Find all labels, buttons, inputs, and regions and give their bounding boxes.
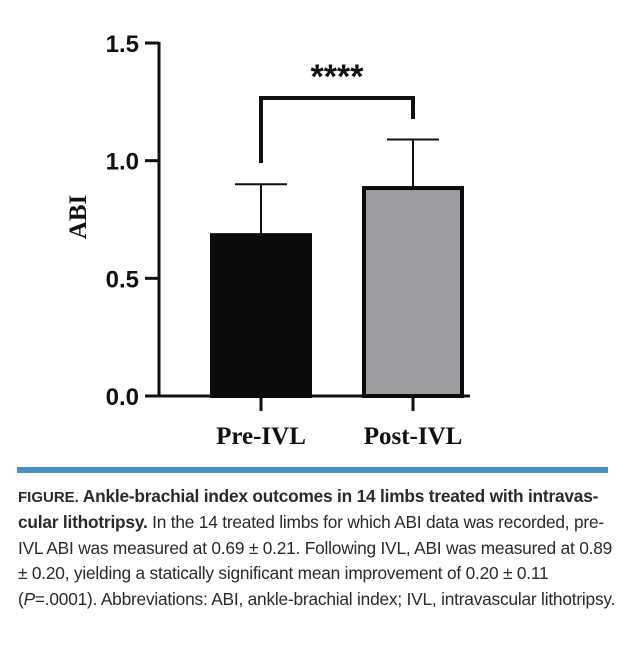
y-tick-label: 1.0 [106, 149, 139, 176]
figure-caption: FIGURE. Ankle-brachial index outcomes in… [18, 484, 618, 612]
axes: 0.0 0.5 1.0 1.5 Pre-IVL Post-IVL [106, 31, 470, 450]
caption-body-end: =.0001). Abbreviations: ABI, ankle-brach… [34, 588, 616, 609]
significance-bracket [259, 96, 415, 163]
bar-pre-ivl [210, 233, 312, 398]
caption-title: Ankle-brachial index outcomes in 14 limb… [18, 486, 599, 533]
caption-label: FIGURE. [18, 489, 79, 506]
y-tick-label: 0.5 [106, 266, 139, 293]
y-axis-label: ABI [65, 195, 92, 239]
p-symbol: P [23, 588, 36, 609]
y-tick-label: 1.5 [106, 31, 139, 58]
error-bars [235, 138, 439, 234]
x-tick-label: Post-IVL [364, 423, 463, 450]
bar-post-ivl [362, 186, 464, 398]
caption-body: In the 14 treated limbs for which ABI da… [18, 512, 613, 609]
significance-stars: **** [311, 58, 365, 96]
significance-annotation: **** [259, 58, 415, 163]
bar-chart: 0.0 0.5 1.0 1.5 Pre-IVL Post-IVL **** ABI [65, 31, 470, 450]
y-tick-label: 0.0 [106, 384, 139, 411]
x-tick-label: Pre-IVL [216, 423, 306, 450]
caption-divider [17, 467, 608, 473]
bars [210, 186, 464, 398]
